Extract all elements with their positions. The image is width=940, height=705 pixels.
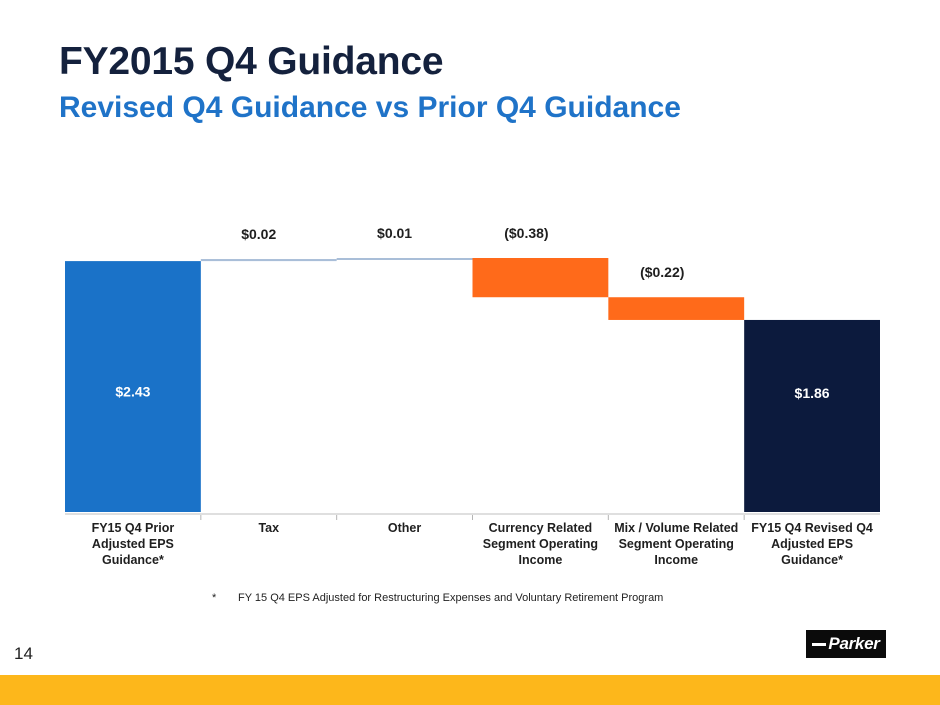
category-label-5-line-3: Income — [654, 553, 698, 567]
parker-logo: Parker — [806, 630, 886, 658]
bar-1 — [65, 261, 201, 512]
data-label-2: $0.02 — [241, 226, 276, 242]
data-label-6: $1.86 — [795, 385, 830, 401]
bar-2 — [200, 259, 337, 262]
bar-6 — [744, 319, 880, 512]
data-label-4: ($0.38) — [504, 225, 548, 241]
category-label-5-line-2: Segment Operating — [619, 537, 734, 551]
category-label-6-line-1: FY15 Q4 Revised Q4 — [751, 521, 873, 535]
category-label-3-line-1: Other — [388, 521, 421, 535]
category-label-4-line-2: Segment Operating — [483, 537, 598, 551]
footnote: * FY 15 Q4 EPS Adjusted for Restructuring… — [212, 592, 663, 604]
category-label-1-line-3: Guidance* — [102, 553, 164, 567]
data-label-1: $2.43 — [115, 384, 150, 400]
category-label-1-line-1: FY15 Q4 Prior — [92, 521, 175, 535]
bar-4 — [472, 258, 609, 298]
category-label-6-line-2: Adjusted EPS — [771, 537, 853, 551]
category-label-6-line-3: Guidance* — [781, 553, 843, 567]
footnote-text: FY 15 Q4 EPS Adjusted for Restructuring … — [238, 592, 664, 604]
category-label-2-line-1: Tax — [258, 521, 279, 535]
slide-title: FY2015 Q4 Guidance — [59, 40, 444, 83]
category-label-4-line-3: Income — [519, 553, 563, 567]
category-label-1-line-2: Adjusted EPS — [92, 537, 174, 551]
data-label-5: ($0.22) — [640, 264, 684, 280]
bar-3 — [336, 258, 473, 260]
slide-subtitle: Revised Q4 Guidance vs Prior Q4 Guidance — [59, 91, 681, 124]
bar-5 — [608, 297, 745, 320]
footnote-marker: * — [212, 592, 217, 604]
logo-dash-icon — [812, 642, 827, 646]
data-label-3: $0.01 — [377, 225, 412, 241]
category-label-4-line-1: Currency Related — [489, 521, 593, 535]
category-label-5-line-1: Mix / Volume Related — [614, 521, 738, 535]
page-number: 14 — [14, 644, 33, 663]
footer-bar — [0, 675, 940, 705]
logo-text: Parker — [828, 634, 880, 653]
